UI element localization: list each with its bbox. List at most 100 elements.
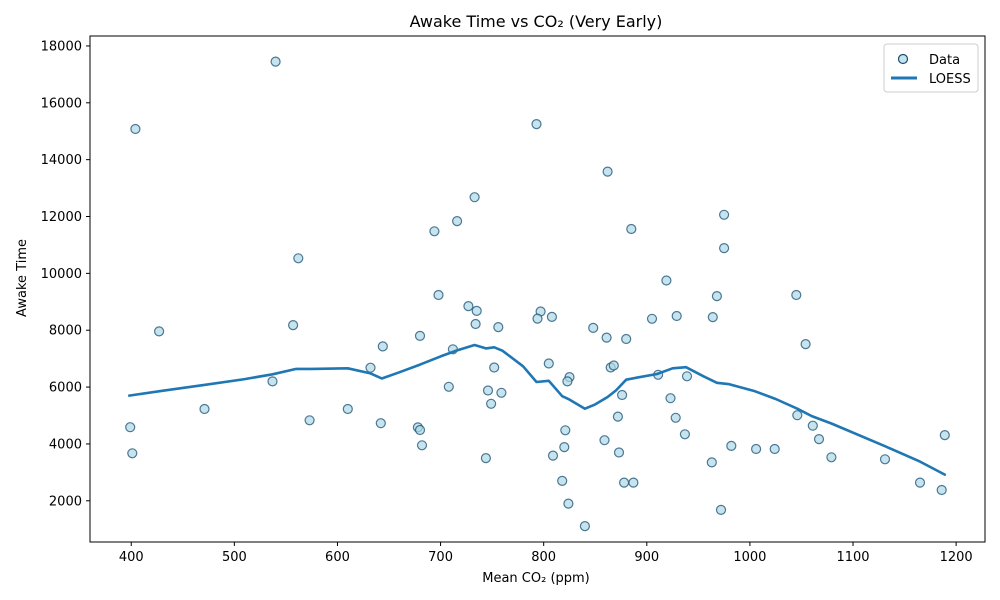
data-point	[715, 504, 727, 515]
data-point	[626, 223, 637, 235]
data-point	[416, 440, 428, 451]
data-point	[414, 330, 426, 341]
data-point	[613, 447, 625, 458]
data-point	[628, 477, 639, 488]
data-point	[616, 389, 628, 401]
data-point	[452, 216, 463, 227]
data-point	[480, 453, 491, 464]
data-point	[707, 312, 718, 323]
data-point	[293, 253, 304, 264]
data-point	[429, 226, 440, 237]
data-point	[601, 332, 612, 343]
data-point	[482, 385, 494, 396]
data-point	[670, 412, 681, 423]
y-tick-label: 10000	[41, 267, 82, 282]
data-point	[939, 430, 950, 441]
data-point	[486, 398, 497, 409]
data-point	[546, 311, 558, 322]
plot-area	[125, 56, 950, 532]
data-point	[414, 424, 426, 436]
axes: 400 500 600 700 800 900 1000 1100 1200 2000 4000 60…	[41, 35, 986, 565]
data-point	[365, 362, 376, 373]
data-point	[125, 422, 136, 433]
data-point	[718, 209, 730, 220]
data-point	[671, 310, 682, 322]
data-point	[154, 326, 165, 337]
x-tick-label: 1200	[940, 550, 973, 565]
data-point	[579, 520, 591, 532]
data-point	[559, 442, 570, 453]
data-point	[665, 393, 676, 404]
data-point	[769, 443, 780, 455]
data-point	[130, 123, 141, 135]
data-point	[342, 403, 353, 415]
y-tick-label: 16000	[41, 96, 82, 111]
data-point	[270, 56, 281, 67]
data-point	[914, 477, 926, 488]
data-point	[199, 403, 210, 415]
chart-title: Awake Time vs CO₂ (Very Early)	[410, 12, 663, 31]
y-tick-label: 2000	[49, 494, 82, 509]
data-point	[433, 289, 444, 301]
data-point	[543, 358, 554, 369]
data-point	[711, 291, 723, 302]
data-point	[463, 301, 474, 312]
data-point	[560, 425, 571, 436]
data-point	[377, 341, 388, 352]
data-point	[618, 477, 630, 488]
data-point	[879, 454, 891, 465]
data-point	[443, 381, 454, 392]
x-tick-label: 500	[222, 550, 247, 565]
data-point	[470, 318, 481, 330]
data-point	[489, 362, 500, 373]
data-point	[726, 440, 737, 451]
data-point	[127, 448, 138, 459]
x-tick-label: 900	[634, 550, 659, 565]
x-tick-label: 800	[531, 550, 556, 565]
data-point	[791, 289, 802, 301]
x-tick-label: 700	[428, 550, 453, 565]
y-tick-label: 6000	[49, 381, 82, 396]
legend: Data LOESS	[883, 43, 979, 93]
data-point	[599, 435, 610, 446]
data-point	[493, 322, 504, 333]
y-tick-label: 14000	[41, 153, 82, 168]
data-point	[679, 429, 691, 440]
data-point	[706, 457, 717, 468]
data-point	[375, 418, 386, 429]
x-tick-label: 1100	[836, 550, 869, 565]
data-point	[469, 192, 480, 203]
data-point	[602, 166, 613, 177]
plot-frame	[89, 35, 986, 543]
data-point	[826, 452, 837, 463]
legend-data-label: Data	[929, 53, 960, 68]
data-point	[288, 320, 299, 331]
data-point	[612, 411, 624, 422]
x-tick-label: 400	[119, 550, 144, 565]
data-point	[562, 376, 573, 387]
y-axis-label: Awake Time	[15, 239, 30, 317]
x-tick-label: 1000	[733, 550, 766, 565]
data-point	[621, 333, 632, 345]
data-point	[531, 118, 542, 130]
data-point	[792, 410, 803, 421]
data-point	[563, 498, 574, 509]
y-tick-label: 8000	[49, 324, 82, 339]
data-point	[557, 475, 568, 486]
x-tick-label: 600	[325, 550, 350, 565]
data-point	[661, 275, 672, 286]
loess-line	[127, 343, 947, 476]
legend-frame	[883, 43, 979, 93]
data-point	[547, 450, 559, 461]
data-point	[608, 360, 619, 371]
data-point	[936, 484, 947, 496]
data-point	[304, 415, 315, 426]
data-point	[807, 420, 818, 431]
y-tick-label: 4000	[49, 437, 82, 452]
data-point	[471, 305, 482, 316]
data-point	[681, 371, 693, 382]
y-tick-label: 18000	[41, 39, 82, 54]
x-axis-label: Mean CO₂ (ppm)	[482, 571, 590, 586]
data-point	[267, 376, 278, 387]
data-point	[813, 434, 825, 445]
